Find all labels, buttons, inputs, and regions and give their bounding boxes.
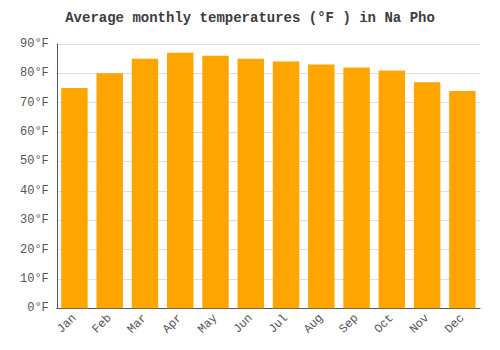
svg-text:30°F: 30°F bbox=[20, 213, 49, 227]
svg-text:Aug: Aug bbox=[301, 311, 326, 336]
svg-text:Jul: Jul bbox=[266, 311, 291, 336]
svg-text:40°F: 40°F bbox=[20, 184, 49, 198]
svg-text:70°F: 70°F bbox=[20, 96, 49, 110]
svg-text:50°F: 50°F bbox=[20, 154, 49, 168]
svg-text:80°F: 80°F bbox=[20, 66, 49, 80]
svg-text:60°F: 60°F bbox=[20, 125, 49, 139]
svg-text:Average monthly temperatures (: Average monthly temperatures (°F ) in Na… bbox=[65, 10, 435, 26]
svg-text:90°F: 90°F bbox=[20, 37, 49, 51]
svg-text:10°F: 10°F bbox=[20, 272, 49, 286]
svg-text:Sep: Sep bbox=[336, 311, 361, 336]
svg-text:Oct: Oct bbox=[372, 311, 397, 336]
svg-text:Nov: Nov bbox=[407, 311, 432, 336]
svg-text:Jan: Jan bbox=[54, 311, 79, 336]
svg-text:0°F: 0°F bbox=[27, 301, 49, 315]
svg-text:Mar: Mar bbox=[125, 311, 150, 336]
svg-text:Feb: Feb bbox=[89, 311, 114, 336]
svg-text:Apr: Apr bbox=[160, 311, 185, 336]
svg-text:May: May bbox=[195, 311, 220, 336]
svg-text:Dec: Dec bbox=[442, 311, 467, 336]
svg-text:Jun: Jun bbox=[231, 311, 256, 336]
svg-text:20°F: 20°F bbox=[20, 243, 49, 257]
